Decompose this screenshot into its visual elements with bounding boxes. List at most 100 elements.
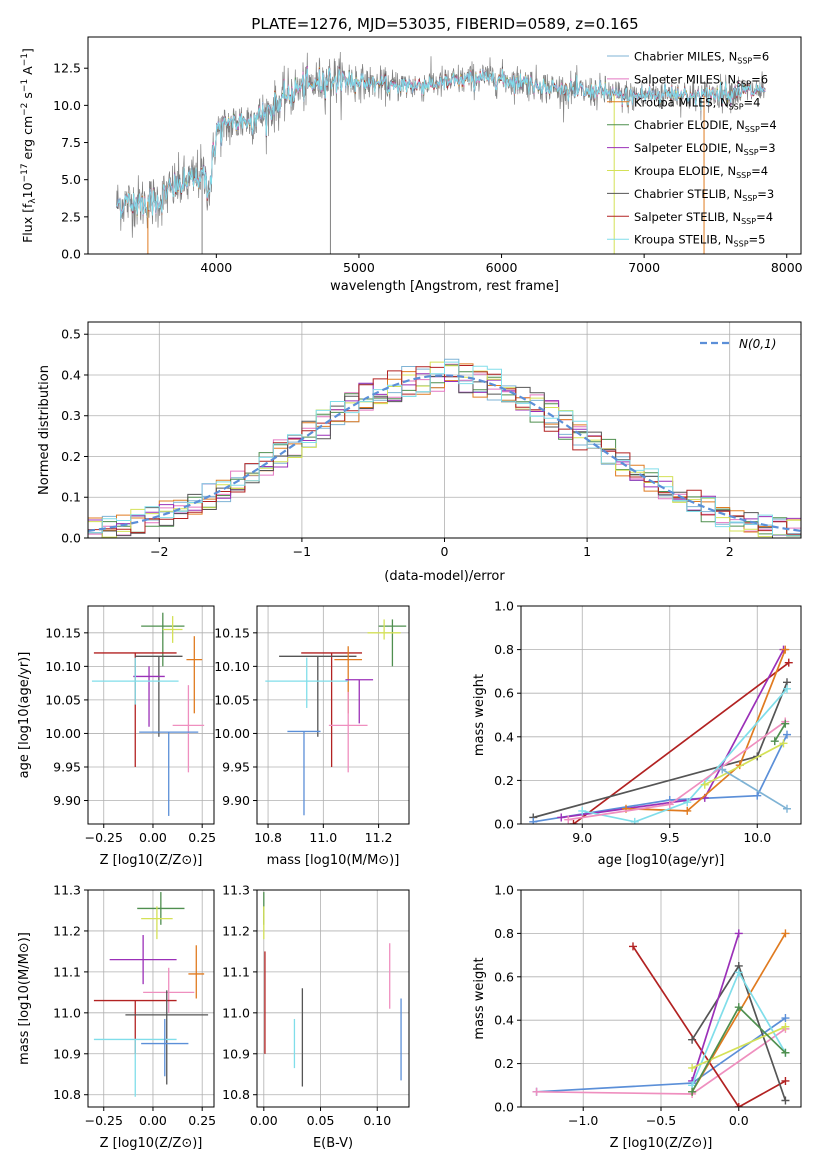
axes-frame <box>87 36 802 255</box>
y-tick-label: 0.6 <box>494 969 514 984</box>
weight-marker <box>781 645 790 654</box>
weight-marker <box>734 929 743 938</box>
y-tick-label: 0.5 <box>61 327 81 342</box>
weight-marker <box>783 684 791 693</box>
y-tick-label: 0.4 <box>494 729 514 744</box>
y-tick-label: 10.9 <box>53 1046 81 1061</box>
weight-line-kr_stelib <box>582 688 788 823</box>
weight-marker <box>629 942 637 951</box>
y-tick-label: 11.0 <box>53 1005 81 1020</box>
legend-entry: Chabrier STELIB, NSSP=3 <box>634 187 774 203</box>
y-tick-label: 10.15 <box>45 625 81 640</box>
axes-frame <box>87 889 215 1108</box>
y-tick-label: 9.95 <box>222 759 250 774</box>
y-tick-label: 0.0 <box>61 247 81 262</box>
x-tick-label: −1 <box>293 544 311 559</box>
x-axis-label: mass [log10(M/M⊙)] <box>267 853 400 868</box>
weight-line-sa_stelib <box>632 945 786 1107</box>
mass_vs_ebv-panel: 0.00 0.05 0.10 10.8 10.9 11.0 11.1 11.2 11.3 E(B-… <box>222 883 410 1151</box>
x-tick-label: −0.5 <box>646 1113 676 1128</box>
x-tick-label: 0.00 <box>139 1113 167 1128</box>
x-tick-label: −2 <box>150 544 168 559</box>
y-tick-label: 10.05 <box>45 692 81 707</box>
x-tick-label: 0.0 <box>729 1113 749 1128</box>
x-tick-label: 7000 <box>628 260 660 275</box>
y-tick-label: 0.6 <box>494 686 514 701</box>
x-axis-label: Z [log10(Z/Z⊙)] <box>100 1136 203 1151</box>
y-tick-label: 10.8 <box>222 1087 250 1102</box>
y-tick-label: 11.3 <box>53 883 81 898</box>
weight-marker <box>569 820 578 824</box>
weight-marker <box>734 968 743 977</box>
weight-marker <box>557 813 566 822</box>
weight_vs_age-panel: 9.0 9.5 10.0 0.0 0.2 0.4 0.6 0.8 1.0 age [log10(a… <box>472 599 802 868</box>
weight-line-kr_elodie <box>691 1025 786 1069</box>
x-axis-label: age [log10(age/yr)] <box>598 853 725 868</box>
y-tick-label: 10.15 <box>214 625 250 640</box>
weight-marker <box>770 737 779 746</box>
y-tick-label: 10.8 <box>53 1087 81 1102</box>
histogram-kr_stelib <box>88 361 801 536</box>
x-tick-label: 0 <box>441 544 449 559</box>
weight-marker <box>781 1096 790 1105</box>
y-tick-label: 11.2 <box>53 923 81 938</box>
x-tick-label: −1.0 <box>568 1113 598 1128</box>
weight-marker <box>781 929 790 938</box>
y-tick-label: 2.5 <box>61 209 81 224</box>
spectrum-panel: 4000 5000 6000 7000 8000 0.0 2.5 5.0 7.5 10.0 12.5… <box>20 36 803 294</box>
y-tick-label: 12.5 <box>53 61 81 76</box>
weight-marker <box>529 817 538 824</box>
mass_vs_Z-panel: −0.25 0.00 0.25 10.8 10.9 11.0 11.1 11.2 11.3 Z [… <box>17 883 216 1152</box>
x-tick-label: 2 <box>726 544 734 559</box>
x-tick-label: 0.05 <box>307 1113 335 1128</box>
weight_vs_Z-panel: −1.0 −0.5 0.0 0.0 0.2 0.4 0.6 0.8 1.0 Z [log10(Z/… <box>472 883 802 1151</box>
x-tick-label: 0.00 <box>139 830 167 845</box>
y-tick-label: 10.00 <box>214 726 250 741</box>
x-tick-label: −0.25 <box>85 1113 123 1128</box>
axes-frame <box>256 605 410 825</box>
y-tick-label: 11.1 <box>53 964 81 979</box>
weight-marker <box>784 658 793 667</box>
y-tick-label: 0.2 <box>494 773 514 788</box>
x-tick-label: 11.0 <box>309 830 337 845</box>
weight-marker <box>564 815 573 824</box>
x-tick-label: −0.25 <box>85 830 123 845</box>
weight-marker <box>734 1003 743 1012</box>
y-axis-label: mass weight <box>472 957 487 1039</box>
y-axis-label: age [log10(age/yr)] <box>17 652 32 779</box>
weight-marker <box>630 817 639 824</box>
y-axis-label: mass [log10(M/M⊙)] <box>17 932 32 1065</box>
x-tick-label: 0.25 <box>188 830 216 845</box>
weight-marker <box>781 1022 790 1031</box>
weight-marker <box>753 791 762 800</box>
y-tick-label: 0.0 <box>61 531 81 546</box>
axes-frame <box>256 889 410 1108</box>
y-tick-label: 0.0 <box>494 817 514 832</box>
legend-entry: Chabrier MILES, NSSP=6 <box>634 50 769 66</box>
x-tick-label: 6000 <box>486 260 518 275</box>
age_vs_Z-panel: −0.25 0.00 0.25 9.90 9.95 10.00 10.05 10.10 10.1… <box>17 605 216 868</box>
weight-marker <box>781 1048 790 1057</box>
legend-entry: Salpeter MILES, NSSP=6 <box>634 72 768 88</box>
weight-marker <box>718 765 727 774</box>
weight-line-kr_elodie <box>704 742 784 786</box>
legend-entry: Salpeter STELIB, NSSP=4 <box>634 210 773 226</box>
y-tick-label: 9.90 <box>53 793 81 808</box>
y-tick-label: 1.0 <box>494 883 514 898</box>
weight-line-sa_elodie <box>691 933 740 1082</box>
y-tick-label: 5.0 <box>61 172 81 187</box>
x-axis-label: Z [log10(Z/Z⊙)] <box>610 1136 713 1151</box>
x-tick-label: 11.2 <box>365 830 393 845</box>
legend-entry: Kroupa STELIB, NSSP=5 <box>634 233 765 249</box>
legend-entry: N(0,1) <box>739 337 776 351</box>
weight-marker <box>578 806 587 815</box>
y-tick-label: 0.4 <box>494 1013 514 1028</box>
weight-marker <box>783 730 791 739</box>
x-tick-label: 1 <box>583 544 591 559</box>
y-tick-label: 10.10 <box>214 659 250 674</box>
age_vs_mass-panel: 10.8 11.0 11.2 9.90 9.95 10.00 10.05 10.10 10.15… <box>214 605 410 868</box>
weight-marker <box>665 800 674 809</box>
weight-marker <box>688 1063 697 1072</box>
x-tick-label: 0.10 <box>363 1113 391 1128</box>
weight-marker <box>688 1087 697 1096</box>
